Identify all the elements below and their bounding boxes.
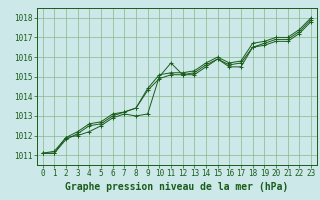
X-axis label: Graphe pression niveau de la mer (hPa): Graphe pression niveau de la mer (hPa) [65, 182, 288, 192]
